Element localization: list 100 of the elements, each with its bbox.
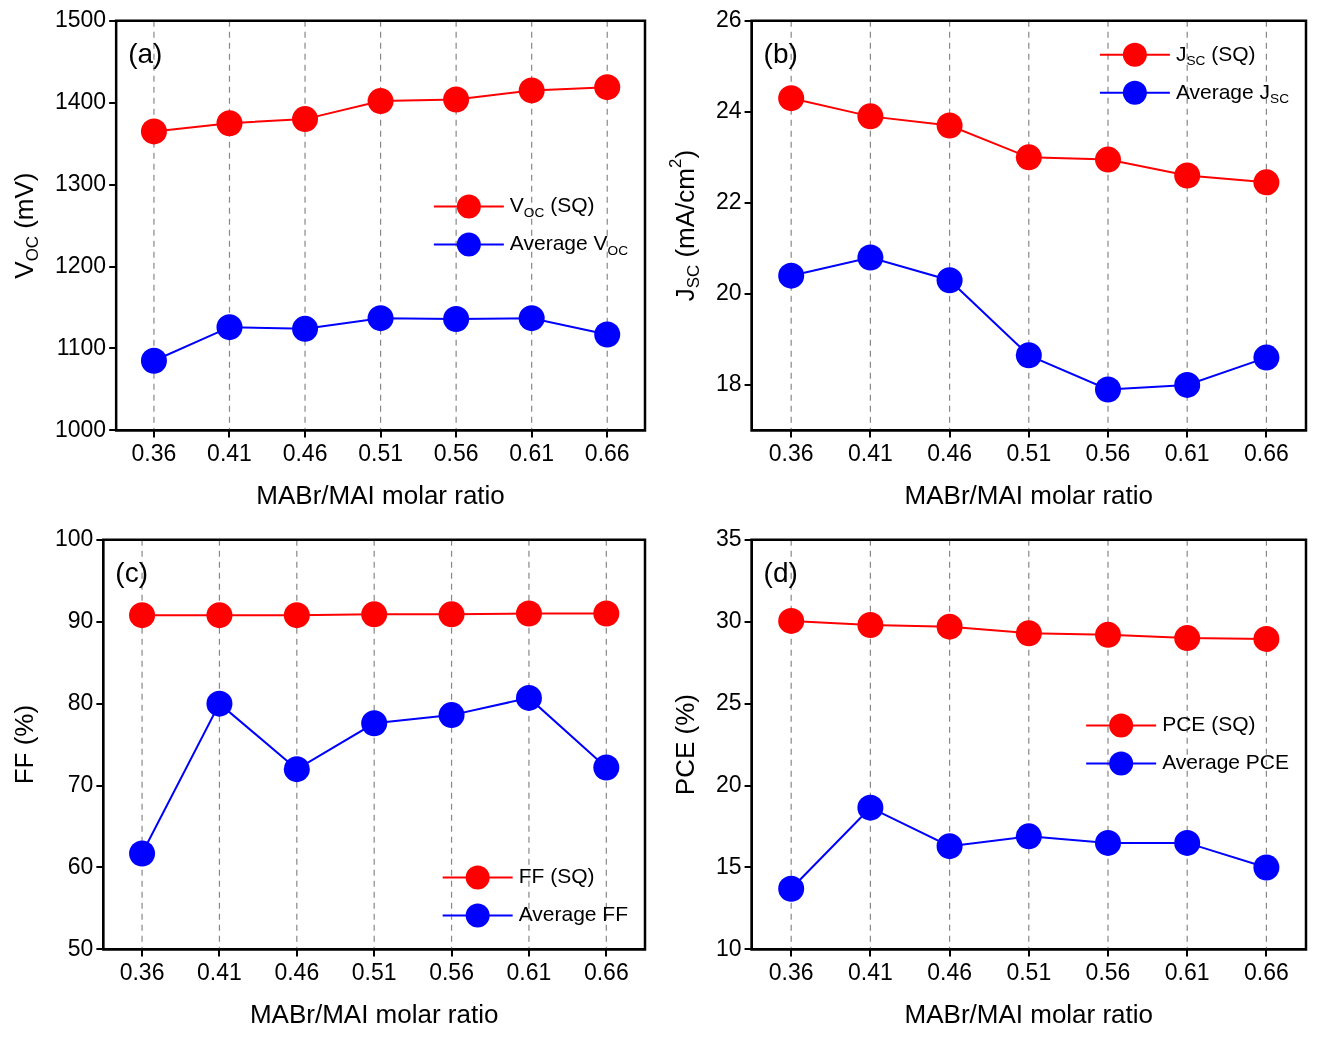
point — [140, 347, 167, 374]
y-tick-label: 25 — [715, 688, 742, 715]
point — [206, 690, 233, 717]
y-axis-title: PCE (%) — [670, 694, 701, 796]
x-tick-label: 0.66 — [583, 958, 629, 985]
x-tick-label: 0.56 — [429, 958, 474, 985]
x-tick-label: 0.61 — [506, 958, 552, 985]
point — [857, 103, 884, 130]
y-axis-title: JSC (mA/cm2) — [666, 149, 704, 302]
x-axis-title: MABr/MAI molar ratio — [904, 480, 1154, 511]
legend-label: Average PCE — [1162, 750, 1290, 774]
y-tick-label: 35 — [715, 525, 742, 552]
x-tick-label: 0.51 — [351, 958, 397, 985]
point — [1253, 854, 1280, 881]
point — [367, 88, 394, 115]
point — [778, 262, 805, 289]
x-tick-label: 0.46 — [282, 439, 328, 466]
x-tick-label: 0.46 — [274, 958, 320, 985]
x-tick-label: 0.51 — [1006, 439, 1052, 466]
x-tick-label: 0.66 — [1244, 439, 1289, 466]
text: (a) — [128, 37, 163, 69]
x-tick-label: 0.36 — [768, 439, 814, 466]
point — [140, 118, 167, 145]
x-tick-label: 0.56 — [1085, 439, 1131, 466]
point — [1015, 342, 1042, 369]
point — [778, 607, 805, 634]
y-tick-label: 15 — [715, 852, 742, 879]
point — [594, 321, 621, 348]
point — [594, 74, 621, 101]
y-tick-label: 20 — [715, 279, 742, 306]
point — [129, 602, 156, 629]
legend-label: PCE (SQ) — [1162, 712, 1256, 736]
x-axis-title: MABr/MAI molar ratio — [249, 999, 499, 1030]
point — [1094, 146, 1121, 173]
x-tick-label: 0.56 — [1085, 958, 1131, 985]
point — [367, 305, 394, 332]
x-tick-label: 0.66 — [584, 439, 630, 466]
x-tick-label: 0.36 — [119, 958, 165, 985]
point — [1015, 823, 1042, 850]
x-tick-label: 0.36 — [131, 439, 177, 466]
point — [518, 305, 545, 332]
x-axis-title: MABr/MAI molar ratio — [904, 999, 1154, 1030]
x-tick-label: 0.61 — [1164, 439, 1210, 466]
y-tick-label: 1300 — [54, 169, 107, 196]
x-axis-title: MABr/MAI molar ratio — [256, 480, 505, 511]
legend-label: Average FF — [518, 902, 628, 926]
y-axis-title: VOC (mV) — [9, 172, 43, 279]
x-tick-label: 0.41 — [207, 439, 252, 466]
legend-label: FF (SQ) — [518, 864, 595, 888]
y-tick-label: 26 — [715, 6, 742, 33]
point — [518, 77, 545, 104]
point — [778, 85, 805, 112]
point — [1174, 625, 1201, 652]
point — [1015, 144, 1042, 171]
point — [206, 602, 233, 629]
y-tick-label: 24 — [715, 97, 742, 124]
x-tick-label: 0.46 — [927, 958, 972, 985]
point — [283, 602, 310, 629]
point — [1174, 162, 1201, 189]
y-tick-label: 20 — [715, 770, 742, 797]
y-tick-label: 90 — [67, 607, 94, 634]
x-tick-label: 0.66 — [1244, 958, 1289, 985]
point — [936, 833, 963, 860]
y-tick-label: 70 — [67, 770, 94, 797]
point — [216, 110, 243, 137]
y-tick-label: 22 — [715, 188, 742, 215]
y-tick-label: 1000 — [54, 415, 107, 442]
point — [936, 112, 963, 139]
point — [1094, 621, 1121, 648]
point — [857, 244, 884, 271]
x-tick-label: 0.56 — [433, 439, 479, 466]
point — [857, 794, 884, 821]
y-tick-label: 50 — [67, 934, 94, 961]
point — [283, 756, 310, 783]
x-tick-label: 0.36 — [768, 958, 814, 985]
point — [443, 86, 470, 113]
point — [936, 267, 963, 294]
x-tick-label: 0.41 — [848, 958, 893, 985]
point — [778, 875, 805, 902]
point — [1253, 169, 1280, 196]
point — [593, 754, 620, 781]
point — [1253, 625, 1280, 652]
point — [515, 684, 542, 711]
x-tick-label: 0.46 — [927, 439, 972, 466]
point — [936, 613, 963, 640]
y-tick-label: 1500 — [54, 6, 107, 33]
point — [1174, 829, 1201, 856]
point — [1015, 620, 1042, 647]
text: (b) — [763, 37, 798, 69]
y-tick-label: 1400 — [54, 88, 107, 115]
point — [292, 106, 319, 133]
point — [857, 612, 884, 638]
point — [1094, 376, 1121, 403]
y-tick-label: 100 — [55, 525, 94, 552]
y-tick-label: 18 — [715, 370, 742, 397]
y-tick-label: 80 — [67, 688, 94, 715]
y-tick-label: 1100 — [56, 333, 107, 360]
point — [1174, 371, 1201, 398]
point — [292, 315, 319, 342]
x-tick-label: 0.61 — [509, 439, 555, 466]
